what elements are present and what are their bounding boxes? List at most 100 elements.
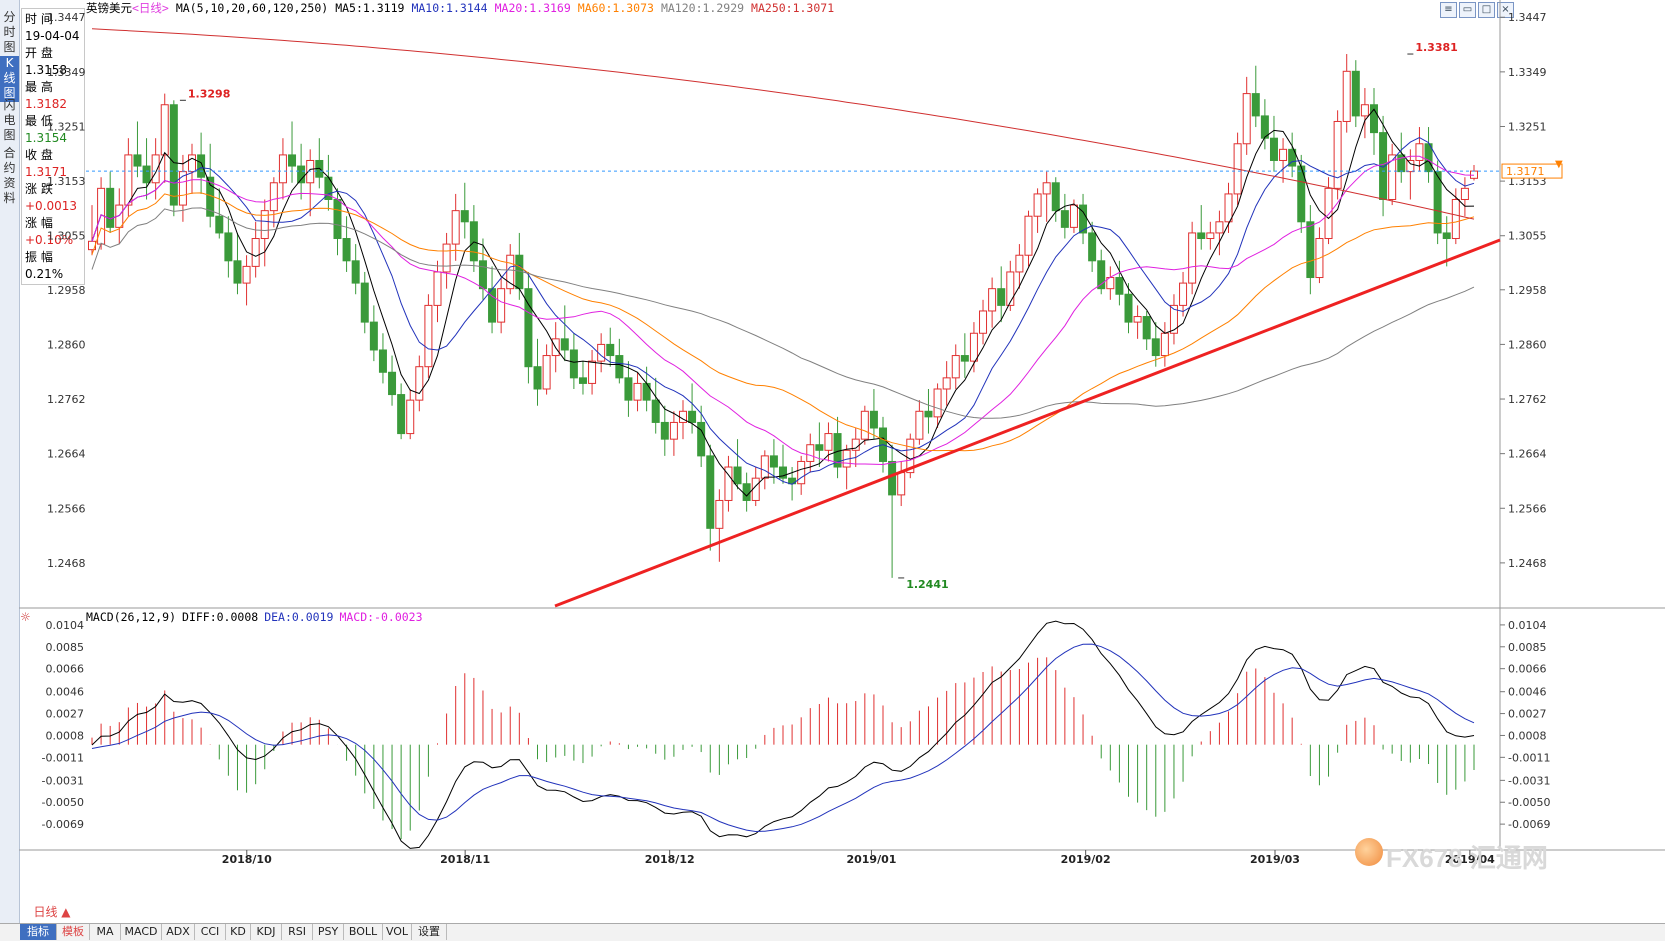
candle-body-119 bbox=[1169, 304, 1178, 334]
indicator-tab-11[interactable]: VOL bbox=[383, 924, 412, 940]
candle-body-39 bbox=[442, 243, 451, 273]
tab-flash-chart[interactable]: 闪 电 图 bbox=[3, 98, 16, 142]
current-price-tag-box bbox=[1501, 163, 1563, 179]
candle-body-22 bbox=[288, 154, 297, 167]
candle-body-130 bbox=[1269, 137, 1278, 161]
indicator-tab-6[interactable]: KD bbox=[226, 924, 251, 940]
date-tick-label-1: 2018/11 bbox=[440, 853, 490, 866]
candle-body-41 bbox=[460, 210, 469, 223]
price-tick-label-left-10: 1.2468 bbox=[47, 557, 86, 570]
candle-body-108 bbox=[1069, 204, 1078, 228]
close-value: 1.3171 bbox=[25, 165, 67, 179]
menu-icon[interactable]: ≡ bbox=[1440, 2, 1457, 18]
macd-dea-line bbox=[91, 643, 1475, 833]
candle-body-66 bbox=[688, 410, 697, 423]
ma20-line bbox=[91, 155, 1475, 466]
indicator-tab-7[interactable]: KDJ bbox=[251, 924, 282, 940]
candle-body-90 bbox=[906, 438, 915, 474]
macd-tick-label-left-3: 0.0046 bbox=[46, 686, 85, 699]
candle-body-103 bbox=[1024, 215, 1033, 256]
price-tick-label-left-8: 1.2664 bbox=[47, 448, 86, 461]
settings-sun-icon[interactable]: ☼ bbox=[20, 610, 31, 624]
price-tick-label-4: 1.3055 bbox=[1508, 230, 1547, 243]
candle-body-45 bbox=[497, 288, 506, 323]
candle-body-49 bbox=[533, 366, 542, 390]
indicator-tab-9[interactable]: PSY bbox=[313, 924, 344, 940]
candle-body-33 bbox=[388, 371, 397, 396]
macd-tick-label-6: -0.0011 bbox=[1508, 751, 1550, 764]
watermark: FX678 汇通网 bbox=[1386, 843, 1548, 873]
candle-body-139 bbox=[1351, 70, 1360, 117]
maximize-icon[interactable]: □ bbox=[1478, 2, 1495, 18]
indicator-tab-8[interactable]: RSI bbox=[282, 924, 313, 940]
price-tick-label-left-5: 1.2958 bbox=[47, 284, 86, 297]
macd-legend-bar: MACD(26,12,9) DIFF:0.0008 DEA:0.0019 MACD:-… bbox=[86, 610, 429, 624]
price-tick-label-left-7: 1.2762 bbox=[47, 393, 86, 406]
indicator-tab-5[interactable]: CCI bbox=[195, 924, 226, 940]
tab-time-chart[interactable]: 分 时 图 bbox=[3, 10, 16, 54]
indicator-tab-3[interactable]: MACD bbox=[121, 924, 162, 940]
candle-body-14 bbox=[215, 215, 224, 234]
date-tick-label-4: 2019/02 bbox=[1061, 853, 1111, 866]
period-selector[interactable]: 日线 ▲ bbox=[33, 905, 71, 919]
indicator-tab-10[interactable]: BOLL bbox=[344, 924, 383, 940]
indicator-tab-2[interactable]: MA bbox=[90, 924, 121, 940]
candle-body-70 bbox=[724, 466, 733, 501]
indicator-tab-0[interactable]: 指标 bbox=[20, 924, 57, 940]
candle-body-3 bbox=[115, 204, 124, 228]
candle-body-8 bbox=[160, 104, 169, 156]
candle-body-92 bbox=[924, 410, 933, 418]
macd-tick-label-left-4: 0.0027 bbox=[46, 708, 85, 721]
price-tick-label-8: 1.2664 bbox=[1508, 448, 1547, 461]
candle-body-7 bbox=[151, 154, 160, 184]
macd-params[interactable]: MACD(26,12,9) bbox=[86, 610, 177, 624]
candle-body-116 bbox=[1142, 316, 1151, 340]
tab-kline-chart[interactable]: K 线 图 bbox=[0, 56, 19, 102]
indicator-tab-12[interactable]: 设置 bbox=[412, 924, 447, 940]
candle-body-10 bbox=[178, 171, 187, 206]
candle-body-37 bbox=[424, 304, 433, 368]
candle-body-123 bbox=[1206, 232, 1215, 240]
period-tag[interactable]: <日线> bbox=[132, 1, 169, 15]
candle-body-129 bbox=[1260, 115, 1269, 139]
date-tick-label-5: 2019/03 bbox=[1250, 853, 1300, 866]
pct-label: 涨 幅 bbox=[25, 216, 53, 230]
left-tab-strip: 分 时 图 K 线 图 闪 电 图 合 约 资 料 bbox=[0, 0, 20, 923]
candle-body-85 bbox=[860, 410, 869, 440]
macd-tick-label-0: 0.0104 bbox=[1508, 619, 1547, 632]
ma60-line bbox=[91, 192, 1475, 452]
candle-body-68 bbox=[706, 455, 715, 529]
symbol-name: 英镑美元 bbox=[86, 1, 132, 15]
candle-body-99 bbox=[988, 288, 997, 312]
date-tick-label-0: 2018/10 bbox=[222, 853, 272, 866]
candle-body-125 bbox=[1224, 193, 1233, 223]
candle-body-15 bbox=[224, 232, 233, 262]
candle-body-31 bbox=[369, 321, 378, 351]
candle-body-36 bbox=[415, 366, 424, 401]
candle-body-98 bbox=[979, 310, 988, 334]
ma-params[interactable]: MA(5,10,20,60,120,250) bbox=[175, 1, 329, 15]
watermark-logo bbox=[1355, 838, 1383, 866]
tab-contract-info[interactable]: 合 约 资 料 bbox=[3, 146, 16, 205]
candle-body-137 bbox=[1333, 120, 1342, 189]
candle-body-141 bbox=[1369, 104, 1378, 134]
amplitude-label: 振 幅 bbox=[25, 250, 53, 264]
candle-body-24 bbox=[306, 159, 315, 184]
candle-body-27 bbox=[333, 198, 342, 240]
candle-body-67 bbox=[697, 421, 706, 457]
indicator-tab-1[interactable]: 模板 bbox=[57, 924, 90, 940]
candle-body-30 bbox=[360, 282, 369, 323]
close-icon[interactable]: × bbox=[1497, 2, 1514, 18]
ma10-legend: MA10:1.3144 bbox=[411, 1, 488, 15]
candle-body-9 bbox=[169, 104, 178, 206]
candle-body-19 bbox=[260, 210, 269, 240]
amplitude-value: 0.21% bbox=[25, 267, 64, 281]
candle-body-96 bbox=[960, 355, 969, 362]
candle-body-74 bbox=[760, 455, 769, 479]
open-value: 1.3158 bbox=[25, 63, 67, 77]
candle-body-55 bbox=[588, 360, 597, 384]
macd-tick-label-9: -0.0069 bbox=[1508, 818, 1550, 831]
restore-icon[interactable]: ▭ bbox=[1459, 2, 1476, 18]
indicator-tab-4[interactable]: ADX bbox=[162, 924, 195, 940]
